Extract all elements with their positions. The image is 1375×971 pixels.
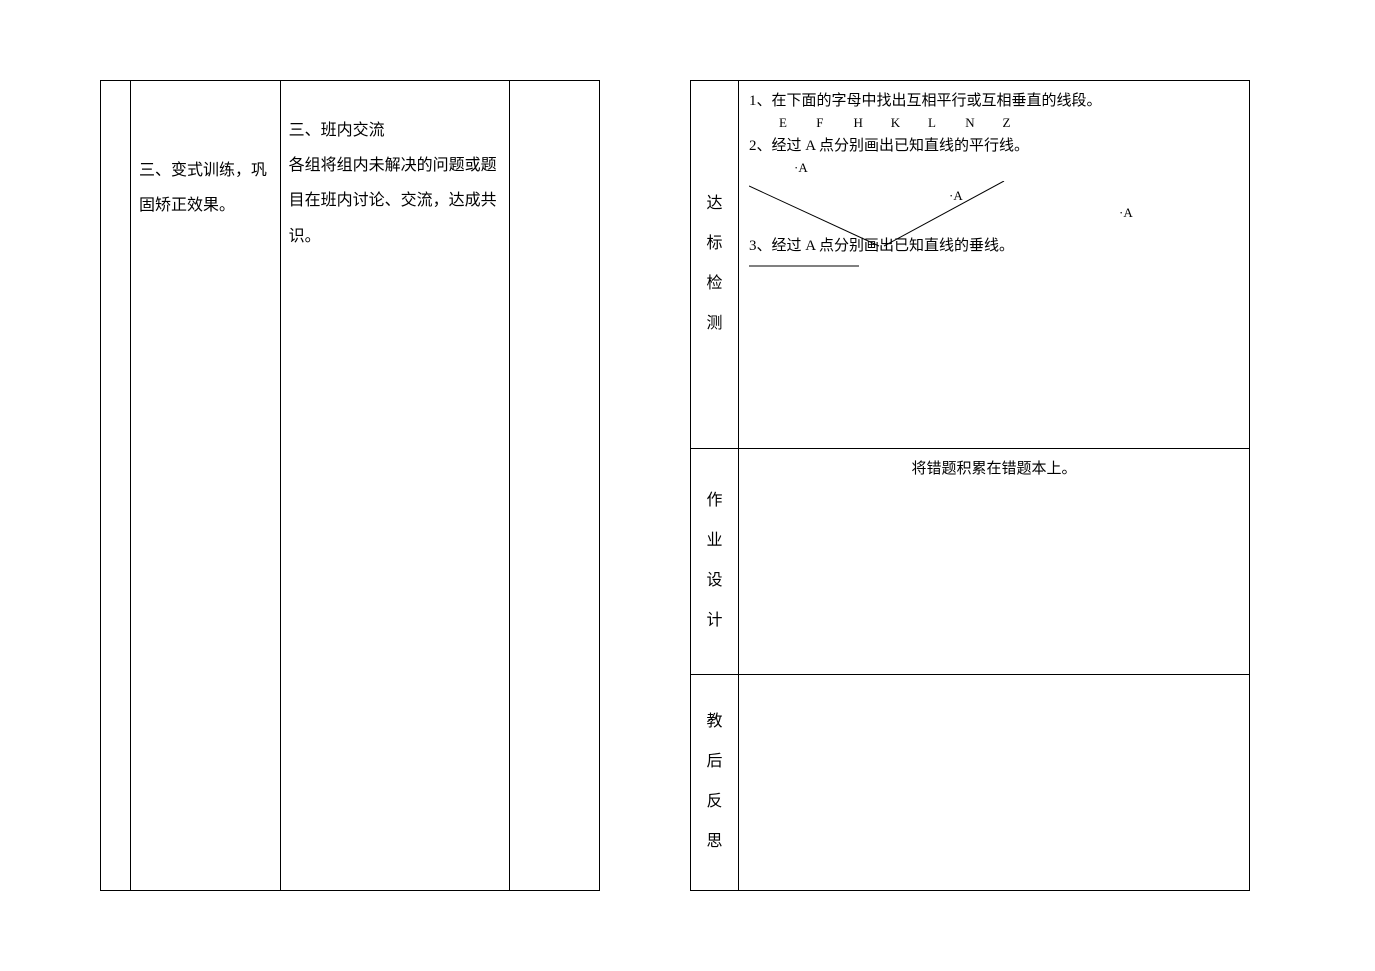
left-col-blank — [101, 81, 131, 891]
dabiao-q3: 3、经过 A 点分别画出已知直线的垂线。 — [749, 234, 1014, 258]
dabiao-diagram: ·A ·A 3、经过 A 点分别画出已知直线的垂线。 — [749, 181, 1239, 261]
dabiao-point-a3: ·A — [1119, 203, 1133, 224]
zuoye-content: 将错题积累在错题本上。 — [911, 457, 1076, 478]
jiaohou-label-4: 思 — [706, 822, 722, 862]
dabiao-label-cell: 达 标 检 测 — [691, 81, 739, 449]
left-content-h1: 三、班内交流 — [289, 113, 502, 148]
dabiao-label-1: 达 — [706, 184, 722, 224]
zuoye-label-2: 业 — [706, 521, 722, 561]
dabiao-q2: 2、经过 A 点分别画出已知直线的平行线。 — [749, 134, 1239, 158]
dabiao-label-4: 测 — [706, 304, 722, 344]
dabiao-label-2: 标 — [706, 224, 722, 264]
letter-k: K — [891, 113, 925, 134]
jiaohou-label-2: 后 — [706, 742, 722, 782]
jiaohou-content-cell — [739, 674, 1250, 890]
dabiao-letters: E F H K L N Z — [749, 113, 1239, 134]
jiaohou-label-3: 反 — [706, 782, 722, 822]
dabiao-label-3: 检 — [706, 264, 722, 304]
letter-n: N — [965, 113, 999, 134]
dabiao-point-a1: ·A — [749, 158, 1239, 179]
left-content-p: 各组将组内未解决的问题或题目在班内讨论、交流，达成共识。 — [289, 148, 502, 254]
dabiao-q1: 1、在下面的字母中找出互相平行或互相垂直的线段。 — [749, 89, 1239, 113]
left-col-last — [510, 81, 600, 891]
jiaohou-label-1: 教 — [706, 702, 722, 742]
letter-z: Z — [1003, 113, 1037, 134]
zuoye-content-cell: 将错题积累在错题本上。 — [739, 448, 1250, 674]
letter-e: E — [779, 113, 813, 134]
left-step-label: 三、变式训练，巩固矫正效果。 — [139, 153, 272, 223]
dabiao-content-cell: 1、在下面的字母中找出互相平行或互相垂直的线段。 E F H K L N Z 2… — [739, 81, 1250, 449]
letter-l: L — [928, 113, 962, 134]
letter-f: F — [816, 113, 850, 134]
zuoye-label-cell: 作 业 设 计 — [691, 448, 739, 674]
jiaohou-label-cell: 教 后 反 思 — [691, 674, 739, 890]
right-table: 达 标 检 测 1、在下面的字母中找出互相平行或互相垂直的线段。 E F H K… — [690, 80, 1250, 891]
zuoye-label-3: 设 — [706, 561, 722, 601]
dabiao-point-a2: ·A — [949, 186, 963, 207]
left-step-cell: 三、变式训练，巩固矫正效果。 — [130, 81, 280, 891]
letter-h: H — [854, 113, 888, 134]
zuoye-label-1: 作 — [706, 481, 722, 521]
left-content-cell: 三、班内交流 各组将组内未解决的问题或题目在班内讨论、交流，达成共识。 — [280, 81, 510, 891]
left-table: 三、变式训练，巩固矫正效果。 三、班内交流 各组将组内未解决的问题或题目在班内讨… — [100, 80, 600, 891]
zuoye-label-4: 计 — [706, 601, 722, 641]
